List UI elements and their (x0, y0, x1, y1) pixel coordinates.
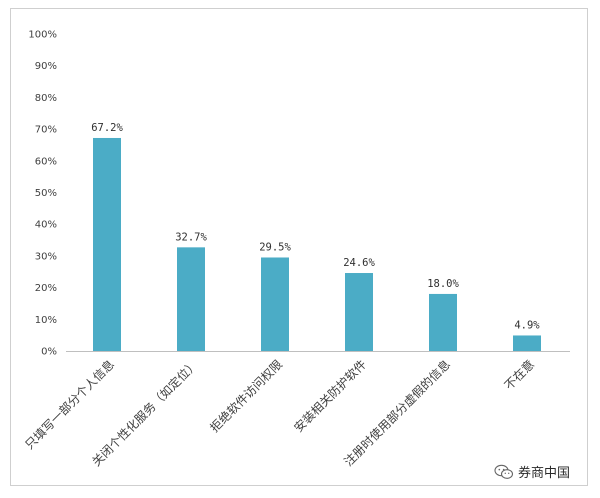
category-label: 不在意 (501, 357, 537, 393)
bar-value-label: 24.6% (343, 257, 375, 269)
y-tick-label: 40% (35, 220, 57, 231)
bar (513, 335, 541, 351)
watermark: 券商中国 (494, 462, 570, 481)
y-tick-label: 30% (35, 251, 57, 262)
bar-value-label: 32.7% (175, 231, 207, 243)
category-label: 只填写一部分个人信息 (22, 357, 117, 452)
category-label: 安装相关防护软件 (291, 357, 369, 435)
y-tick-label: 20% (35, 283, 57, 294)
bar-value-label: 29.5% (259, 241, 291, 253)
y-tick-label: 50% (35, 188, 57, 199)
watermark-text: 券商中国 (518, 466, 571, 481)
wechat-icon (494, 464, 514, 479)
y-tick-label: 80% (35, 93, 57, 104)
y-tick-label: 90% (35, 61, 57, 72)
bar (429, 293, 457, 351)
bar (177, 247, 205, 351)
bar (261, 257, 289, 351)
bar-value-label: 67.2% (91, 122, 123, 134)
y-tick-label: 0% (41, 347, 57, 358)
bar-value-label: 4.9% (514, 319, 540, 331)
bar (93, 137, 121, 351)
data-labels: 67.2% 32.7% 29.5% 24.6% 18.0% 4.9% (91, 122, 540, 331)
bars (93, 137, 541, 351)
bar-value-label: 18.0% (427, 278, 459, 290)
y-tick-label: 100% (28, 30, 57, 41)
category-label: 拒绝软件访问权限 (207, 357, 285, 435)
chart-frame (10, 8, 588, 486)
y-tick-label: 10% (35, 315, 57, 326)
y-tick-label: 60% (35, 156, 57, 167)
y-axis-ticks: 0% 10% 20% 30% 40% 50% 60% 70% 80% 90% 100% (28, 30, 57, 358)
y-tick-label: 70% (35, 125, 57, 136)
bar (345, 273, 373, 351)
